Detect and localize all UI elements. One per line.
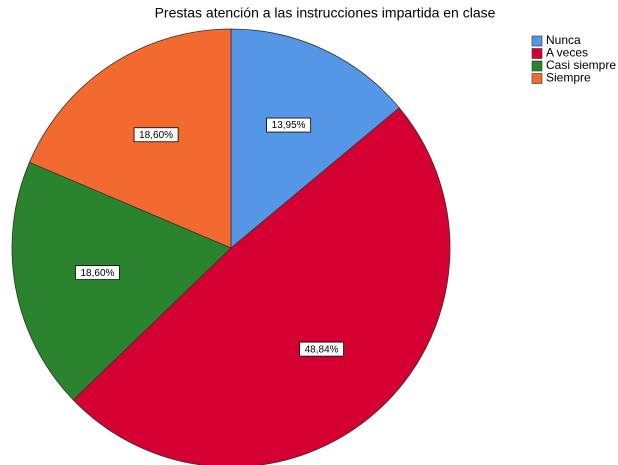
chart-title: Prestas atención a las instrucciones imp… bbox=[155, 5, 496, 21]
legend-label: Nunca bbox=[546, 33, 581, 47]
pie-slice bbox=[72, 107, 451, 465]
legend-label: A veces bbox=[546, 46, 588, 60]
legend-label: Casi siempre bbox=[546, 58, 616, 72]
data-label: 13,95% bbox=[272, 120, 306, 131]
data-label: 18,60% bbox=[81, 268, 115, 279]
data-label-box bbox=[133, 127, 179, 143]
pie-slice bbox=[230, 28, 400, 249]
data-label-box bbox=[75, 265, 120, 281]
pie-slice bbox=[28, 28, 232, 249]
data-label-box bbox=[266, 117, 312, 133]
legend-swatch bbox=[531, 35, 543, 47]
pie-slice bbox=[11, 161, 232, 401]
data-label: 18,60% bbox=[139, 130, 173, 141]
data-label: 48,84% bbox=[305, 344, 339, 355]
legend-label: Siempre bbox=[546, 71, 591, 85]
data-label-box bbox=[299, 341, 344, 357]
legend-swatch bbox=[531, 60, 543, 72]
legend-swatch bbox=[531, 73, 543, 84]
legend-swatch bbox=[531, 48, 543, 59]
